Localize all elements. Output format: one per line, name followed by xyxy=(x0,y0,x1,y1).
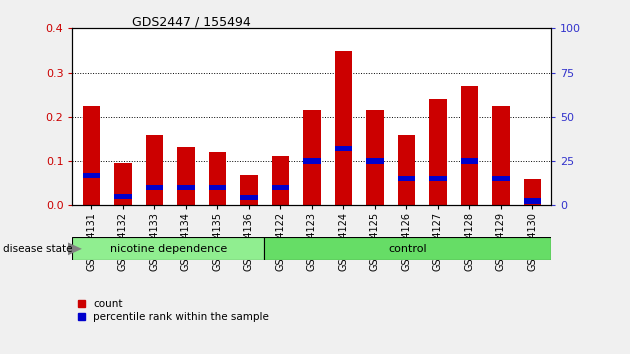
Bar xyxy=(209,152,226,205)
Text: nicotine dependence: nicotine dependence xyxy=(110,244,227,254)
Bar xyxy=(492,176,510,181)
Bar xyxy=(366,159,384,164)
Bar xyxy=(303,159,321,164)
Bar xyxy=(524,198,541,204)
Bar xyxy=(461,86,478,205)
Bar xyxy=(146,136,163,205)
Bar xyxy=(177,147,195,205)
Bar xyxy=(524,179,541,205)
Bar xyxy=(335,51,352,205)
Bar xyxy=(492,106,510,205)
Bar xyxy=(398,176,415,181)
Bar xyxy=(83,172,100,178)
Bar xyxy=(240,175,258,205)
Bar xyxy=(114,194,132,199)
Bar xyxy=(146,185,163,190)
Bar xyxy=(303,110,321,205)
Bar xyxy=(398,135,415,205)
Bar xyxy=(272,156,289,205)
Polygon shape xyxy=(68,242,82,255)
Bar xyxy=(272,185,289,190)
Bar xyxy=(177,185,195,190)
Text: control: control xyxy=(388,244,427,254)
Bar xyxy=(209,185,226,190)
FancyBboxPatch shape xyxy=(264,237,551,260)
Bar xyxy=(366,110,384,205)
Text: disease state: disease state xyxy=(3,244,72,254)
FancyBboxPatch shape xyxy=(72,237,264,260)
Bar xyxy=(461,159,478,164)
Legend: count, percentile rank within the sample: count, percentile rank within the sample xyxy=(77,299,269,322)
Bar xyxy=(240,195,258,200)
Bar xyxy=(429,99,447,205)
Text: GDS2447 / 155494: GDS2447 / 155494 xyxy=(132,16,251,29)
Bar xyxy=(335,146,352,152)
Bar xyxy=(429,176,447,181)
Bar xyxy=(83,106,100,205)
Bar xyxy=(114,163,132,205)
